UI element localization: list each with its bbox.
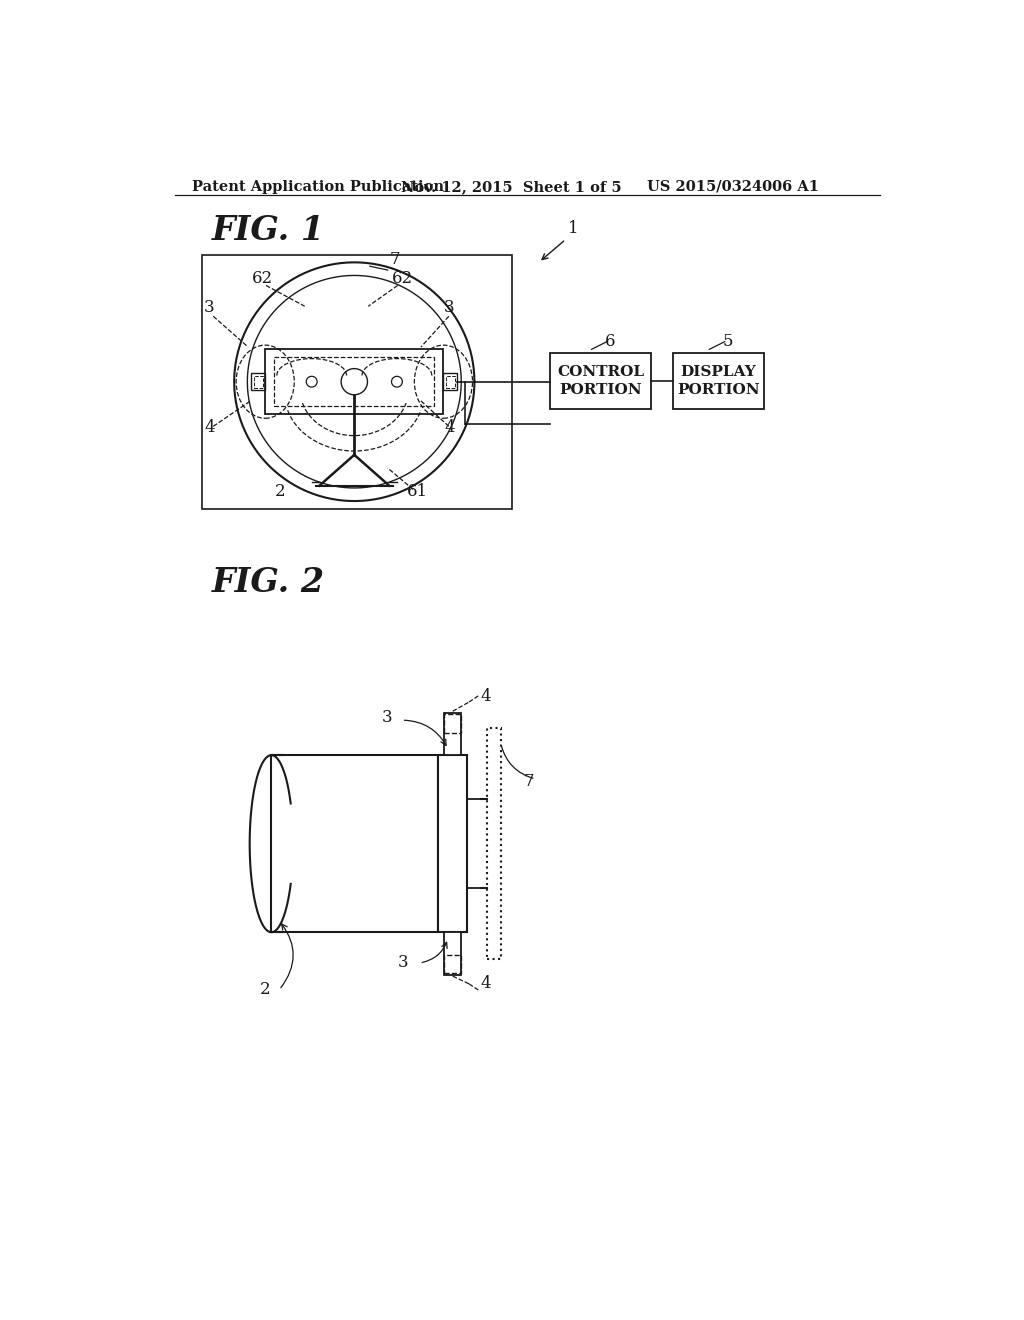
Bar	[445, 376, 455, 388]
Text: Nov. 12, 2015  Sheet 1 of 5: Nov. 12, 2015 Sheet 1 of 5	[400, 180, 622, 194]
Bar	[673, 354, 764, 409]
Bar	[444, 954, 461, 973]
Text: 4: 4	[480, 688, 492, 705]
Text: PORTION: PORTION	[677, 383, 760, 397]
Bar	[202, 255, 512, 508]
Text: 3: 3	[397, 954, 409, 972]
Text: Patent Application Publication: Patent Application Publication	[191, 180, 443, 194]
Bar	[444, 932, 461, 974]
Text: 2: 2	[275, 483, 286, 500]
Text: FIG. 2: FIG. 2	[212, 566, 325, 599]
Text: FIG. 1: FIG. 1	[212, 214, 325, 247]
Text: 7: 7	[390, 251, 400, 268]
Text: 1: 1	[568, 220, 579, 238]
Text: 6: 6	[604, 333, 615, 350]
Text: 3: 3	[204, 300, 215, 317]
Bar	[265, 350, 443, 414]
Text: DISPLAY: DISPLAY	[681, 364, 757, 379]
Bar	[254, 376, 263, 388]
Bar	[443, 374, 458, 391]
Text: 62: 62	[391, 271, 413, 288]
Text: 61: 61	[407, 483, 428, 500]
Text: 2: 2	[260, 981, 270, 998]
Text: 4: 4	[444, 418, 455, 436]
Bar	[271, 755, 438, 932]
Bar	[550, 354, 651, 409]
Bar	[251, 374, 265, 391]
Text: 7: 7	[524, 774, 535, 789]
Text: 4: 4	[480, 975, 492, 993]
Text: 5: 5	[722, 333, 733, 350]
Text: 62: 62	[252, 271, 273, 288]
Bar	[486, 729, 501, 960]
Text: 4: 4	[204, 418, 215, 436]
Bar	[444, 713, 461, 755]
Text: 3: 3	[382, 709, 393, 726]
Bar	[444, 714, 461, 733]
Text: PORTION: PORTION	[559, 383, 642, 397]
Bar	[274, 358, 434, 407]
Text: CONTROL: CONTROL	[557, 364, 644, 379]
Text: 3: 3	[444, 300, 455, 317]
Text: US 2015/0324006 A1: US 2015/0324006 A1	[647, 180, 819, 194]
Bar	[438, 755, 467, 932]
